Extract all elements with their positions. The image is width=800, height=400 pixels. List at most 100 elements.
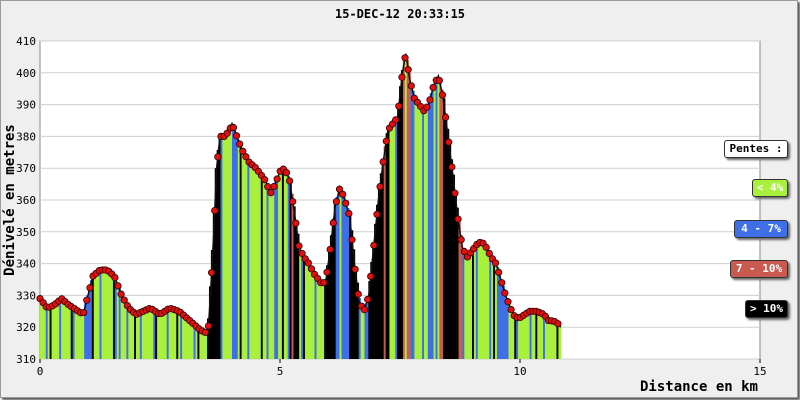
profile-marker bbox=[214, 153, 222, 161]
slope-bar bbox=[391, 123, 394, 359]
slope-bar bbox=[349, 214, 352, 359]
slope-bar bbox=[41, 301, 45, 359]
slope-bar bbox=[256, 169, 260, 359]
slope-bar bbox=[366, 296, 369, 359]
slope-bar bbox=[508, 303, 511, 359]
slope-bar bbox=[189, 320, 192, 359]
profile-marker bbox=[363, 295, 372, 303]
profile-marker bbox=[208, 269, 216, 277]
slope-bar bbox=[274, 181, 277, 359]
profile-marker bbox=[120, 296, 128, 304]
profile-marker bbox=[80, 308, 88, 317]
slope-bar bbox=[178, 310, 181, 359]
slope-bar bbox=[370, 262, 373, 359]
slope-bar bbox=[473, 245, 477, 359]
slope-bar bbox=[468, 253, 471, 359]
slope-bar bbox=[264, 179, 267, 359]
profile-marker bbox=[111, 273, 119, 282]
slope-bar bbox=[326, 265, 329, 359]
slope-bar bbox=[295, 219, 298, 359]
slope-bar bbox=[335, 196, 338, 359]
slope-bar bbox=[276, 176, 279, 359]
slope-bar bbox=[485, 246, 488, 359]
slope-bar bbox=[262, 177, 265, 359]
slope-bar bbox=[354, 267, 358, 359]
slope-bar bbox=[147, 308, 150, 359]
slope-bar bbox=[251, 163, 254, 359]
x-tick-label: 5 bbox=[277, 365, 284, 378]
slope-bar bbox=[418, 103, 421, 359]
slope-bar bbox=[193, 324, 196, 359]
slope-bar bbox=[506, 297, 509, 359]
slope-bar bbox=[64, 301, 68, 359]
profile-marker bbox=[407, 82, 415, 90]
slope-bar bbox=[151, 308, 154, 359]
slope-bar bbox=[445, 113, 448, 359]
slope-bar bbox=[374, 223, 377, 359]
profile-marker bbox=[326, 245, 334, 254]
slope-bar bbox=[502, 285, 505, 359]
slope-bar bbox=[376, 204, 379, 359]
legend-entry-4-7: 4 - 7% bbox=[734, 220, 788, 238]
slope-bar bbox=[241, 149, 244, 359]
slope-bar bbox=[339, 189, 342, 359]
slope-bar bbox=[491, 257, 494, 359]
slope-bar bbox=[360, 304, 363, 359]
profile-marker bbox=[261, 176, 269, 184]
slope-bar bbox=[525, 312, 528, 359]
profile-marker bbox=[264, 183, 272, 191]
slope-bar bbox=[558, 324, 561, 359]
profile-marker bbox=[360, 306, 369, 314]
slope-bar bbox=[397, 103, 400, 360]
slope-bar bbox=[116, 282, 120, 359]
slope-bar bbox=[560, 326, 562, 359]
slope-bar bbox=[101, 269, 104, 359]
slope-bar bbox=[114, 277, 118, 359]
slope-bar bbox=[520, 316, 523, 359]
slope-bar bbox=[293, 206, 296, 359]
slope-bar bbox=[245, 155, 248, 359]
slope-bar bbox=[437, 77, 440, 359]
slope-bar bbox=[539, 312, 542, 359]
slope-bar bbox=[527, 311, 530, 359]
slope-bar bbox=[105, 269, 108, 359]
slope-bar bbox=[172, 309, 175, 359]
slope-bar bbox=[201, 330, 204, 359]
slope-bar bbox=[220, 136, 223, 359]
y-tick-labels: 310 320 330 340 350 360 370 380 390 400 410 bbox=[16, 35, 36, 366]
profile-marker bbox=[223, 129, 231, 137]
profile-marker bbox=[201, 328, 209, 336]
slope-bar bbox=[431, 85, 434, 360]
slope-bar bbox=[89, 280, 93, 359]
slope-bar bbox=[489, 253, 492, 359]
slope-bar bbox=[260, 174, 264, 359]
slope-bar bbox=[126, 303, 129, 359]
slope-bar bbox=[393, 120, 396, 359]
slope-bar bbox=[389, 125, 392, 359]
slope-bar bbox=[483, 243, 486, 359]
slope-bar bbox=[226, 131, 229, 359]
slope-bar bbox=[285, 170, 288, 359]
slope-bar bbox=[550, 320, 553, 359]
slope-bar bbox=[143, 310, 146, 359]
slope-bar bbox=[422, 108, 425, 359]
slope-bar bbox=[546, 318, 550, 359]
slope-bar bbox=[203, 331, 206, 359]
slope-bar bbox=[272, 186, 275, 359]
slope-bar bbox=[99, 269, 102, 359]
legend-entry-7-10: 7 - 10% bbox=[730, 260, 788, 278]
y-axis-label: Dénivelé en metres bbox=[2, 124, 18, 276]
slope-bar bbox=[531, 311, 534, 359]
profile-marker bbox=[335, 185, 344, 193]
profile-marker bbox=[504, 298, 512, 306]
slope-bar bbox=[541, 313, 544, 359]
profile-marker bbox=[398, 73, 406, 81]
slope-bar bbox=[512, 311, 515, 359]
slope-bar bbox=[61, 299, 64, 359]
slope-bar bbox=[174, 309, 177, 359]
legend-entry-gt10: > 10% bbox=[745, 300, 788, 318]
slope-bar bbox=[351, 230, 354, 359]
chart-title: 15-DEC-12 20:33:15 bbox=[335, 7, 465, 21]
slope-bar bbox=[337, 189, 340, 359]
profile-marker bbox=[289, 197, 297, 206]
